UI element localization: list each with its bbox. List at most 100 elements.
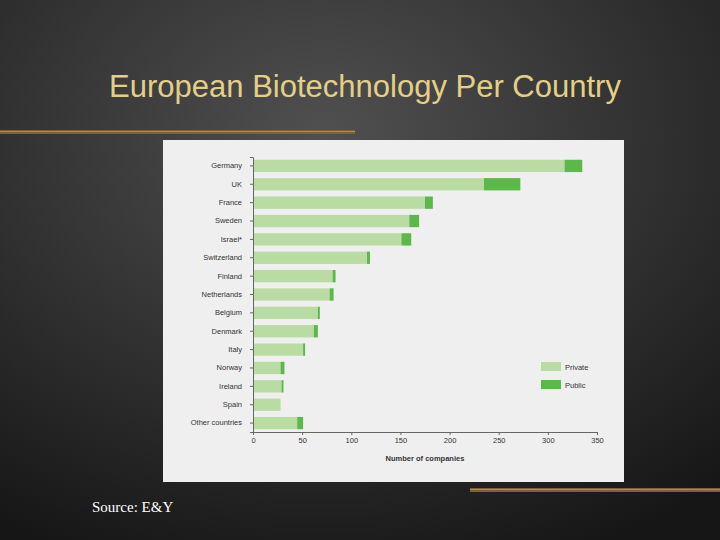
tick-mark — [250, 202, 253, 203]
bar — [253, 233, 401, 245]
title: European Biotechnology Per Country — [109, 69, 621, 104]
tick: Switzerland — [203, 253, 253, 262]
category-label: Netherlands — [202, 290, 243, 299]
bar — [253, 215, 409, 227]
axis-title: Number of companies — [386, 454, 465, 463]
category-label: Norway — [217, 363, 243, 372]
tick: 350 — [591, 432, 604, 445]
category-label: Israel* — [221, 235, 242, 244]
tick: Spain — [223, 400, 253, 409]
bar — [330, 288, 334, 300]
category-label: Ireland — [219, 382, 242, 391]
category-label: Spain — [223, 400, 242, 409]
bar — [484, 178, 520, 190]
tick: Italy — [228, 345, 253, 354]
tick-mark — [250, 331, 253, 332]
tick-mark — [250, 294, 253, 295]
background — [0, 0, 720, 540]
axis-line — [254, 433, 598, 436]
slide: European Biotechnology Per Country Source… — [0, 0, 720, 540]
bar — [401, 233, 411, 245]
tick-mark — [250, 386, 253, 387]
tick: 0 — [251, 432, 255, 445]
tick: 100 — [346, 432, 359, 445]
bar — [280, 399, 281, 411]
tick: UK — [232, 180, 253, 189]
bar — [253, 307, 318, 319]
tick: Sweden — [215, 216, 253, 225]
tick-mark — [250, 423, 253, 424]
tick-mark — [400, 432, 401, 435]
tick: Other countries — [191, 418, 253, 427]
category-label: France — [219, 198, 242, 207]
tick-mark — [499, 432, 500, 435]
category-label: Belgium — [215, 308, 242, 317]
tick: Norway — [217, 363, 253, 372]
tick-label: 300 — [542, 436, 555, 445]
tick: 50 — [298, 432, 306, 445]
bar — [333, 270, 336, 282]
category-label: Italy — [228, 345, 242, 354]
bar — [253, 160, 565, 172]
tick: Finland — [217, 272, 253, 281]
tick-label: 0 — [251, 436, 255, 445]
axis-line — [250, 158, 254, 433]
decor-band — [470, 489, 720, 490]
decor-band — [0, 130, 355, 134]
bar — [253, 270, 333, 282]
tick-mark — [250, 257, 253, 258]
legend-label: Public — [565, 381, 586, 390]
tick-label: 350 — [591, 436, 604, 445]
tick: Denmark — [212, 327, 253, 336]
tick-mark — [250, 312, 253, 313]
bar — [565, 160, 583, 172]
tick: Belgium — [215, 308, 253, 317]
tick-mark — [250, 349, 253, 350]
bar — [253, 380, 282, 392]
category-label: Germany — [211, 161, 242, 170]
tick-label: 100 — [346, 436, 359, 445]
tick: 150 — [395, 432, 408, 445]
bar — [253, 288, 330, 300]
tick-mark — [250, 367, 253, 368]
bar — [253, 343, 303, 355]
x-axis: 0 50 100 150 200 250 300 350 — [251, 432, 603, 445]
decor-band — [0, 131, 355, 132]
tick: Germany — [211, 161, 253, 170]
bar — [303, 343, 305, 355]
bars — [253, 160, 582, 429]
bar — [253, 252, 367, 264]
bar — [297, 417, 303, 429]
tick-label: 250 — [493, 436, 506, 445]
tick: France — [219, 198, 253, 207]
bar — [367, 252, 370, 264]
bar — [253, 362, 281, 374]
y-axis: Germany UK France Sweden Israel* Switzerland F… — [191, 158, 254, 433]
chart-panel — [163, 140, 624, 482]
tick-mark — [597, 432, 598, 435]
tick-mark — [250, 404, 253, 405]
legend-swatch — [541, 380, 561, 389]
bar — [253, 325, 314, 337]
category-label: UK — [232, 180, 242, 189]
source-note: Source: E&Y — [92, 499, 173, 515]
category-label: Sweden — [215, 216, 242, 225]
legend: PrivatePublic — [541, 362, 588, 390]
category-label: Finland — [217, 272, 242, 281]
bar — [253, 417, 297, 429]
tick-mark — [250, 165, 253, 166]
tick-mark — [351, 432, 352, 435]
tick: Ireland — [219, 382, 253, 391]
tick-label: 50 — [298, 436, 306, 445]
tick-label: 200 — [444, 436, 457, 445]
tick: 300 — [542, 432, 555, 445]
tick-mark — [450, 432, 451, 435]
bar — [314, 325, 318, 337]
bar — [409, 215, 419, 227]
tick-mark — [250, 276, 253, 277]
tick-mark — [250, 221, 253, 222]
bar — [253, 196, 425, 208]
legend-swatch — [541, 362, 561, 371]
category-label: Switzerland — [203, 253, 242, 262]
tick: 200 — [444, 432, 457, 445]
